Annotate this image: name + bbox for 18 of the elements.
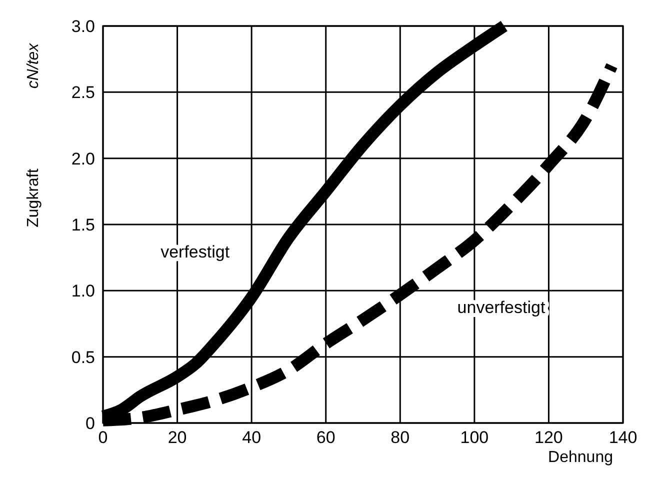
y-axis-title: Zugkraft (25, 168, 42, 228)
x-tick-label: 40 (242, 428, 262, 447)
y-tick-label: 1.0 (71, 282, 95, 301)
x-tick-label: 0 (98, 428, 108, 447)
y-tick-label: 0.5 (71, 348, 95, 367)
x-tick-label: 140 (608, 428, 638, 447)
y-tick-label: 1.5 (71, 216, 95, 234)
x-tick-label: 20 (168, 428, 187, 447)
text: cN/tex (25, 42, 42, 89)
x-tick-label: 100 (460, 428, 489, 447)
x-tick-label: 80 (390, 428, 410, 447)
y-tick-label: 3.0 (71, 17, 95, 36)
y-tick-label: 0 (86, 414, 95, 433)
x-tick-label: 60 (316, 428, 336, 447)
y-tick-label: 2.0 (71, 149, 95, 168)
y-tick-label: 2.5 (71, 83, 95, 102)
x-tick-label: 120 (534, 428, 563, 447)
x-axis-title: Dehnung (548, 449, 613, 466)
